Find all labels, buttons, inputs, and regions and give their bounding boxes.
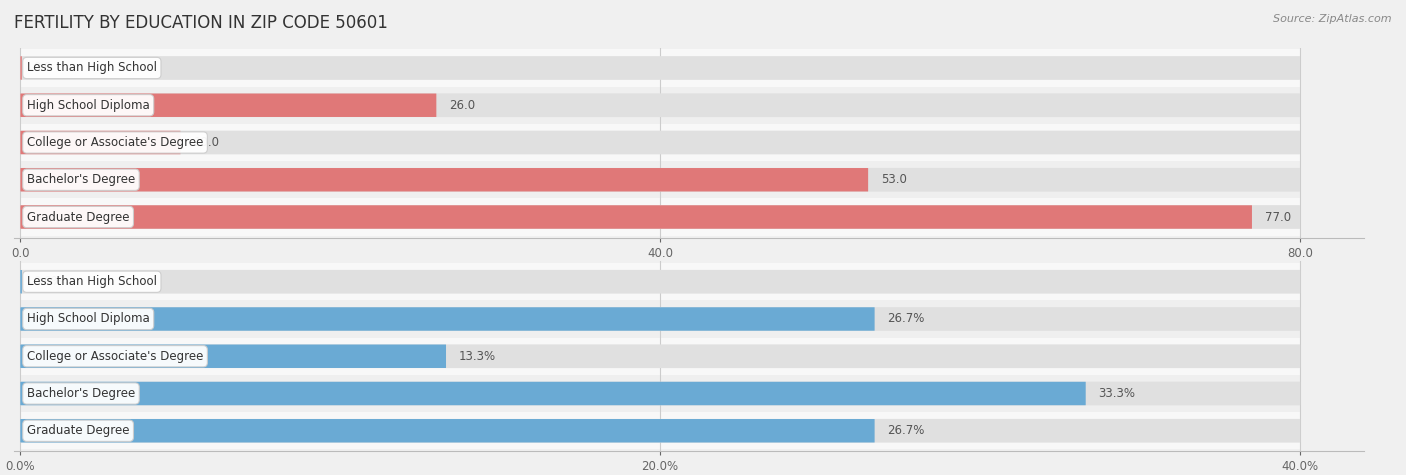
Text: Graduate Degree: Graduate Degree [27,424,129,437]
FancyBboxPatch shape [20,270,1301,294]
FancyBboxPatch shape [20,382,1085,405]
FancyBboxPatch shape [20,205,1301,229]
Text: High School Diploma: High School Diploma [27,313,149,325]
Text: 26.7%: 26.7% [887,424,925,437]
Text: Bachelor's Degree: Bachelor's Degree [27,387,135,400]
FancyBboxPatch shape [20,307,875,331]
FancyBboxPatch shape [20,56,22,80]
Text: Source: ZipAtlas.com: Source: ZipAtlas.com [1274,14,1392,24]
FancyBboxPatch shape [20,168,868,191]
FancyBboxPatch shape [20,205,1251,229]
FancyBboxPatch shape [21,124,1301,161]
Text: College or Associate's Degree: College or Associate's Degree [27,136,204,149]
FancyBboxPatch shape [20,307,1301,331]
Text: 53.0: 53.0 [880,173,907,186]
Text: 26.7%: 26.7% [887,313,925,325]
Text: 10.0: 10.0 [193,136,219,149]
Text: 26.0: 26.0 [449,99,475,112]
FancyBboxPatch shape [20,270,22,294]
FancyBboxPatch shape [20,94,1301,117]
Text: 0.0: 0.0 [34,61,52,75]
FancyBboxPatch shape [21,49,1301,86]
FancyBboxPatch shape [21,161,1301,199]
FancyBboxPatch shape [21,412,1301,449]
FancyBboxPatch shape [20,131,1301,154]
FancyBboxPatch shape [21,300,1301,338]
Text: 0.0%: 0.0% [34,275,63,288]
Text: Less than High School: Less than High School [27,61,157,75]
FancyBboxPatch shape [20,344,446,368]
Text: Bachelor's Degree: Bachelor's Degree [27,173,135,186]
FancyBboxPatch shape [21,338,1301,375]
FancyBboxPatch shape [21,375,1301,412]
FancyBboxPatch shape [20,168,1301,191]
FancyBboxPatch shape [21,86,1301,124]
Text: 77.0: 77.0 [1264,210,1291,224]
FancyBboxPatch shape [21,199,1301,236]
FancyBboxPatch shape [20,381,1301,405]
Text: 13.3%: 13.3% [458,350,496,363]
Text: High School Diploma: High School Diploma [27,99,149,112]
Text: Less than High School: Less than High School [27,275,157,288]
FancyBboxPatch shape [20,131,180,154]
FancyBboxPatch shape [20,419,875,443]
FancyBboxPatch shape [20,56,1301,80]
Text: 33.3%: 33.3% [1098,387,1136,400]
FancyBboxPatch shape [21,263,1301,300]
Text: FERTILITY BY EDUCATION IN ZIP CODE 50601: FERTILITY BY EDUCATION IN ZIP CODE 50601 [14,14,388,32]
FancyBboxPatch shape [20,419,1301,443]
FancyBboxPatch shape [20,344,1301,368]
Text: College or Associate's Degree: College or Associate's Degree [27,350,204,363]
FancyBboxPatch shape [20,94,436,117]
Text: Graduate Degree: Graduate Degree [27,210,129,224]
